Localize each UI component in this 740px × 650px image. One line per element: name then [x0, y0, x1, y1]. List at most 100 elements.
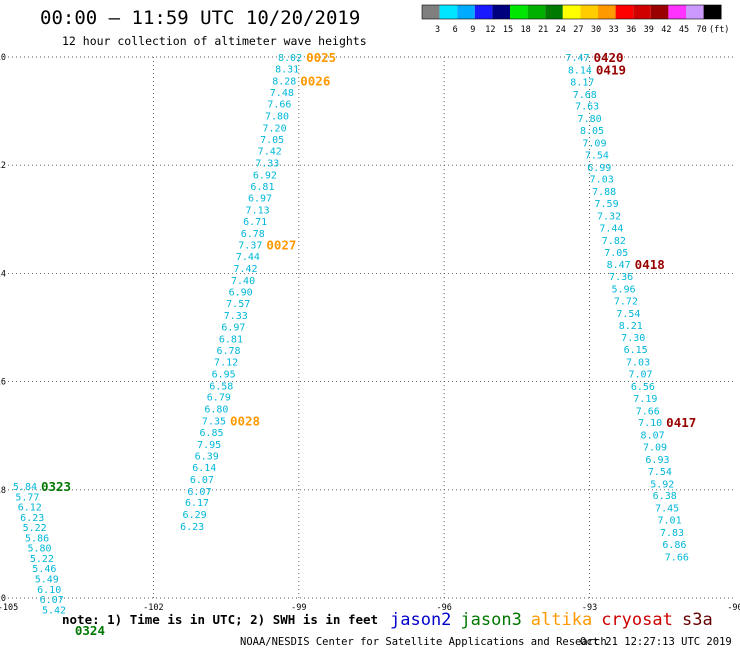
swh-value-label: 6.86: [662, 540, 686, 551]
colorbar-swatch: [668, 5, 686, 19]
swh-value-label: 6.85: [200, 428, 224, 439]
colorbar-label: 3: [435, 25, 440, 35]
swh-value-label: 7.66: [636, 406, 660, 417]
swh-value-label: 6.58: [209, 381, 233, 392]
y-tick-label: -16: [0, 378, 6, 388]
swh-value-label: 7.48: [270, 88, 294, 99]
swh-value-label: 6.14: [192, 463, 216, 474]
swh-value-label: 7.30: [621, 333, 645, 344]
colorbar-label: 18: [520, 25, 530, 35]
swh-value-label: 6.90: [229, 287, 253, 298]
chart-title: 00:00 – 11:59 UTC 10/20/2019: [40, 7, 360, 29]
pass-time-label: 0417: [666, 415, 696, 430]
swh-value-label: 7.37: [238, 241, 262, 252]
colorbar-label: 33: [608, 25, 618, 35]
colorbar-label: 70: [696, 25, 706, 35]
colorbar-legend: 3 6 9 12 15 18 21 24 27 30 33 36 39 42 45 70 (ft): [421, 4, 729, 35]
colorbar-label: 6: [453, 25, 458, 35]
y-tick-label: -20: [0, 594, 6, 604]
swh-value-label: 7.83: [660, 528, 684, 539]
pass-time-label: 0027: [266, 238, 296, 253]
swh-value-label: 7.80: [578, 114, 602, 125]
swh-value-label: 8.17: [570, 77, 594, 88]
swh-value-label: 6.56: [631, 382, 655, 393]
colorbar-label: 30: [591, 25, 601, 35]
colorbar-label: (ft): [709, 25, 729, 35]
colorbar-swatch: [650, 5, 669, 19]
swh-value-label: 7.33: [224, 311, 248, 322]
colorbar-label: 36: [626, 25, 636, 35]
swh-value-label: 7.36: [609, 272, 633, 283]
swh-value-label: 5.80: [27, 544, 51, 555]
pass-time-label: 0419: [596, 62, 626, 77]
swh-value-label: 7.68: [573, 90, 597, 101]
colorbar-label: 27: [573, 25, 583, 35]
swh-value-label: 7.12: [214, 358, 238, 369]
swh-value-label: 7.13: [246, 206, 270, 217]
swh-value-label: 6.71: [243, 217, 267, 228]
swh-value-label: 6.93: [645, 455, 669, 466]
swh-value-label: 6.78: [216, 346, 240, 357]
swh-value-label: 7.09: [582, 138, 606, 149]
swh-value-label: 7.63: [575, 102, 599, 113]
swh-value-label: 7.66: [267, 100, 291, 111]
swh-value-label: 7.42: [233, 264, 257, 275]
swh-value-label: 7.54: [585, 150, 609, 161]
swh-value-label: 6.81: [250, 182, 274, 193]
swh-value-label: 8.31: [275, 64, 299, 75]
colorbar-swatch: [686, 5, 704, 19]
x-tick-label: -90: [727, 603, 740, 613]
swh-value-label: 7.19: [633, 394, 657, 405]
colorbar-swatch: [633, 5, 651, 19]
swh-value-label: 7.03: [590, 175, 614, 186]
colorbar-swatch: [474, 5, 493, 19]
swh-value-label: 6.81: [219, 334, 243, 345]
swh-value-label: 7.59: [595, 199, 619, 210]
swh-value-label: 7.10: [638, 418, 662, 429]
swh-value-label: 5.42: [42, 605, 66, 616]
swh-value-label: 7.05: [260, 135, 284, 146]
pass-time-label: 0026: [300, 73, 330, 88]
swh-value-label: 6.17: [185, 498, 209, 509]
colorbar-frame: [421, 4, 722, 20]
swh-value-label: 6.23: [20, 513, 44, 524]
pass-time-label: 0025: [306, 50, 336, 65]
swh-value-label: 6.15: [624, 345, 648, 356]
timestamp: Oct 21 12:27:13 UTC 2019: [580, 636, 732, 648]
units-note: note: 1) Time is in UTC; 2) SWH is in fe…: [62, 612, 378, 627]
swh-value-label: 8.21: [619, 321, 643, 332]
legend-entry: jason3: [460, 610, 521, 630]
x-tick-label: -96: [437, 603, 452, 613]
swh-value-label: 7.42: [258, 147, 282, 158]
pass-time-label: 0028: [230, 414, 260, 429]
swh-value-label: 5.22: [30, 554, 54, 565]
swh-value-label: 7.40: [231, 276, 255, 287]
swh-value-label: 8.05: [580, 126, 604, 137]
swh-value-label: 6.10: [37, 585, 61, 596]
colorbar-swatch: [510, 5, 528, 19]
colorbar-swatch: [527, 5, 546, 19]
colorbar-label: 12: [485, 25, 495, 35]
pass-time-label: 0324: [75, 623, 105, 638]
legend-entry: altika: [531, 610, 592, 630]
legend-entry: cryosat: [601, 610, 673, 630]
colorbar-label: 42: [661, 25, 671, 35]
colorbar-swatch: [457, 5, 475, 19]
swh-value-label: 7.95: [197, 440, 221, 451]
swh-value-label: 7.82: [602, 236, 626, 247]
colorbar-label: 24: [556, 25, 566, 35]
pass-time-label: 0323: [41, 479, 71, 494]
swh-value-label: 6.92: [253, 170, 277, 181]
swh-value-label: 7.54: [616, 309, 640, 320]
legend-entry: jason2: [390, 610, 451, 630]
swh-value-label: 6.99: [587, 163, 611, 174]
swh-value-label: 7.45: [655, 504, 679, 515]
swh-value-label: 6.97: [248, 194, 272, 205]
axis-tick-labels: -105 -102 -99 -96 -93 -90 -10 -12 -14 -16 -18 -20: [0, 53, 740, 613]
colorbar-label: 21: [538, 25, 548, 35]
satellite-legend: jason2 jason3 altika cryosat s3a: [390, 610, 713, 630]
swh-value-label: 6.97: [221, 322, 245, 333]
x-tick-label: -93: [582, 603, 597, 613]
chart-subtitle: 12 hour collection of altimeter wave hei…: [62, 34, 367, 48]
swh-value-label: 6.23: [180, 522, 204, 533]
